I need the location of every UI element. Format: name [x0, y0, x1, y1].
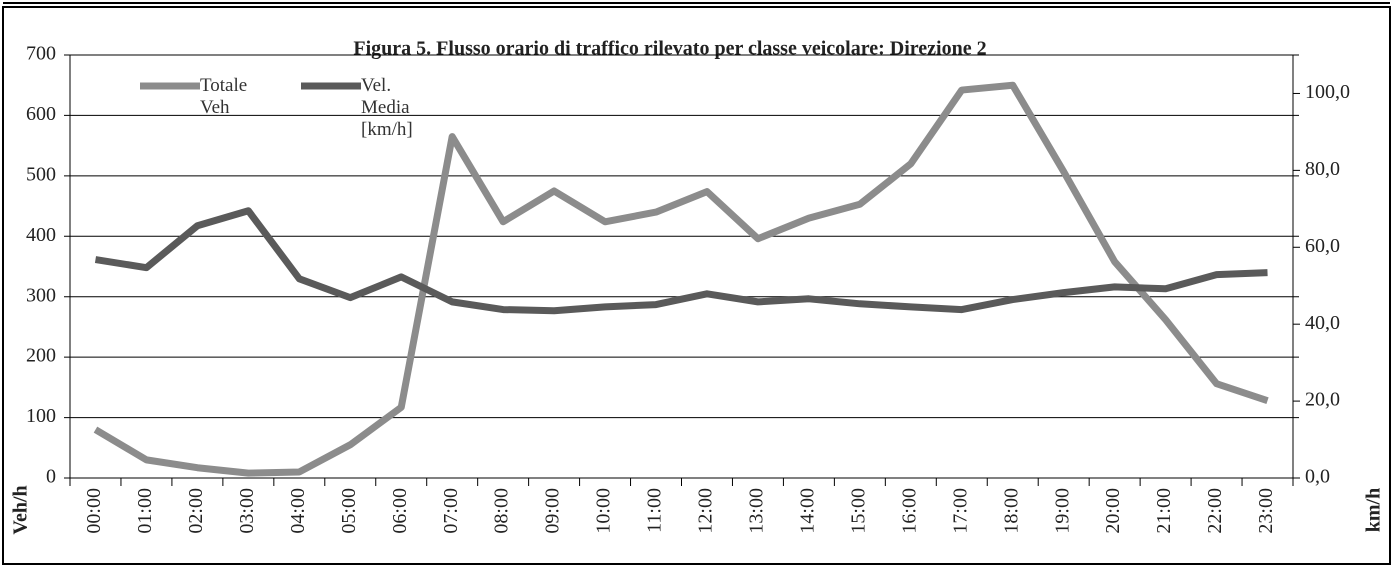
x-tick-label: 07:00: [440, 488, 462, 534]
y-tick-label: 600: [26, 103, 56, 125]
x-tick-label: 08:00: [491, 488, 513, 534]
x-tick-label: 20:00: [1102, 488, 1124, 534]
y-tick-label: 500: [26, 163, 56, 185]
y-tick-label: 400: [26, 224, 56, 246]
y-tick-label: 700: [26, 43, 56, 65]
x-tick-label: 02:00: [185, 488, 207, 534]
y2-tick-label: 20,0: [1305, 389, 1340, 411]
y2-tick-label: 0,0: [1305, 466, 1330, 488]
line-series: [94, 207, 1268, 315]
y2-tick-label: 80,0: [1305, 158, 1340, 180]
line-series: [93, 81, 1269, 477]
legend-label: Vel. Media [km/h]: [361, 75, 413, 140]
y-tick-label: 100: [26, 405, 56, 427]
x-tick-label: 22:00: [1204, 488, 1226, 534]
y2-tick-label: 60,0: [1305, 235, 1340, 257]
x-tick-label: 15:00: [847, 488, 869, 534]
x-tick-label: 01:00: [134, 488, 156, 534]
x-tick-label: 13:00: [746, 488, 768, 534]
x-tick-label: 23:00: [1255, 488, 1277, 534]
chart-title: Figura 5. Flusso orario di traffico rile…: [353, 38, 986, 60]
x-tick-label: 14:00: [796, 488, 818, 534]
x-tick-label: 06:00: [389, 488, 411, 534]
y2-axis-label: km/h: [1363, 488, 1385, 532]
legend-label: Totale Veh: [200, 75, 248, 118]
x-tick-label: 12:00: [695, 488, 717, 534]
x-tick-label: 09:00: [542, 488, 564, 534]
y-tick-label: 200: [26, 345, 56, 367]
y-axis-label: Veh/h: [10, 485, 32, 534]
x-tick-label: 21:00: [1153, 488, 1175, 534]
x-tick-label: 11:00: [644, 488, 666, 533]
y-tick-label: 0: [46, 466, 56, 488]
x-tick-label: 19:00: [1051, 488, 1073, 534]
frame: [2, 6, 1391, 565]
x-tick-label: 18:00: [1000, 488, 1022, 534]
x-tick-label: 16:00: [898, 488, 920, 534]
x-tick-label: 17:00: [949, 488, 971, 534]
y2-tick-label: 40,0: [1305, 312, 1340, 334]
x-tick-label: 05:00: [338, 488, 360, 534]
x-tick-label: 04:00: [287, 488, 309, 534]
x-tick-label: 03:00: [236, 488, 258, 534]
y2-tick-label: 100,0: [1305, 81, 1350, 103]
y-tick-label: 300: [26, 284, 56, 306]
x-tick-label: 00:00: [83, 488, 105, 534]
x-tick-label: 10:00: [593, 488, 615, 534]
